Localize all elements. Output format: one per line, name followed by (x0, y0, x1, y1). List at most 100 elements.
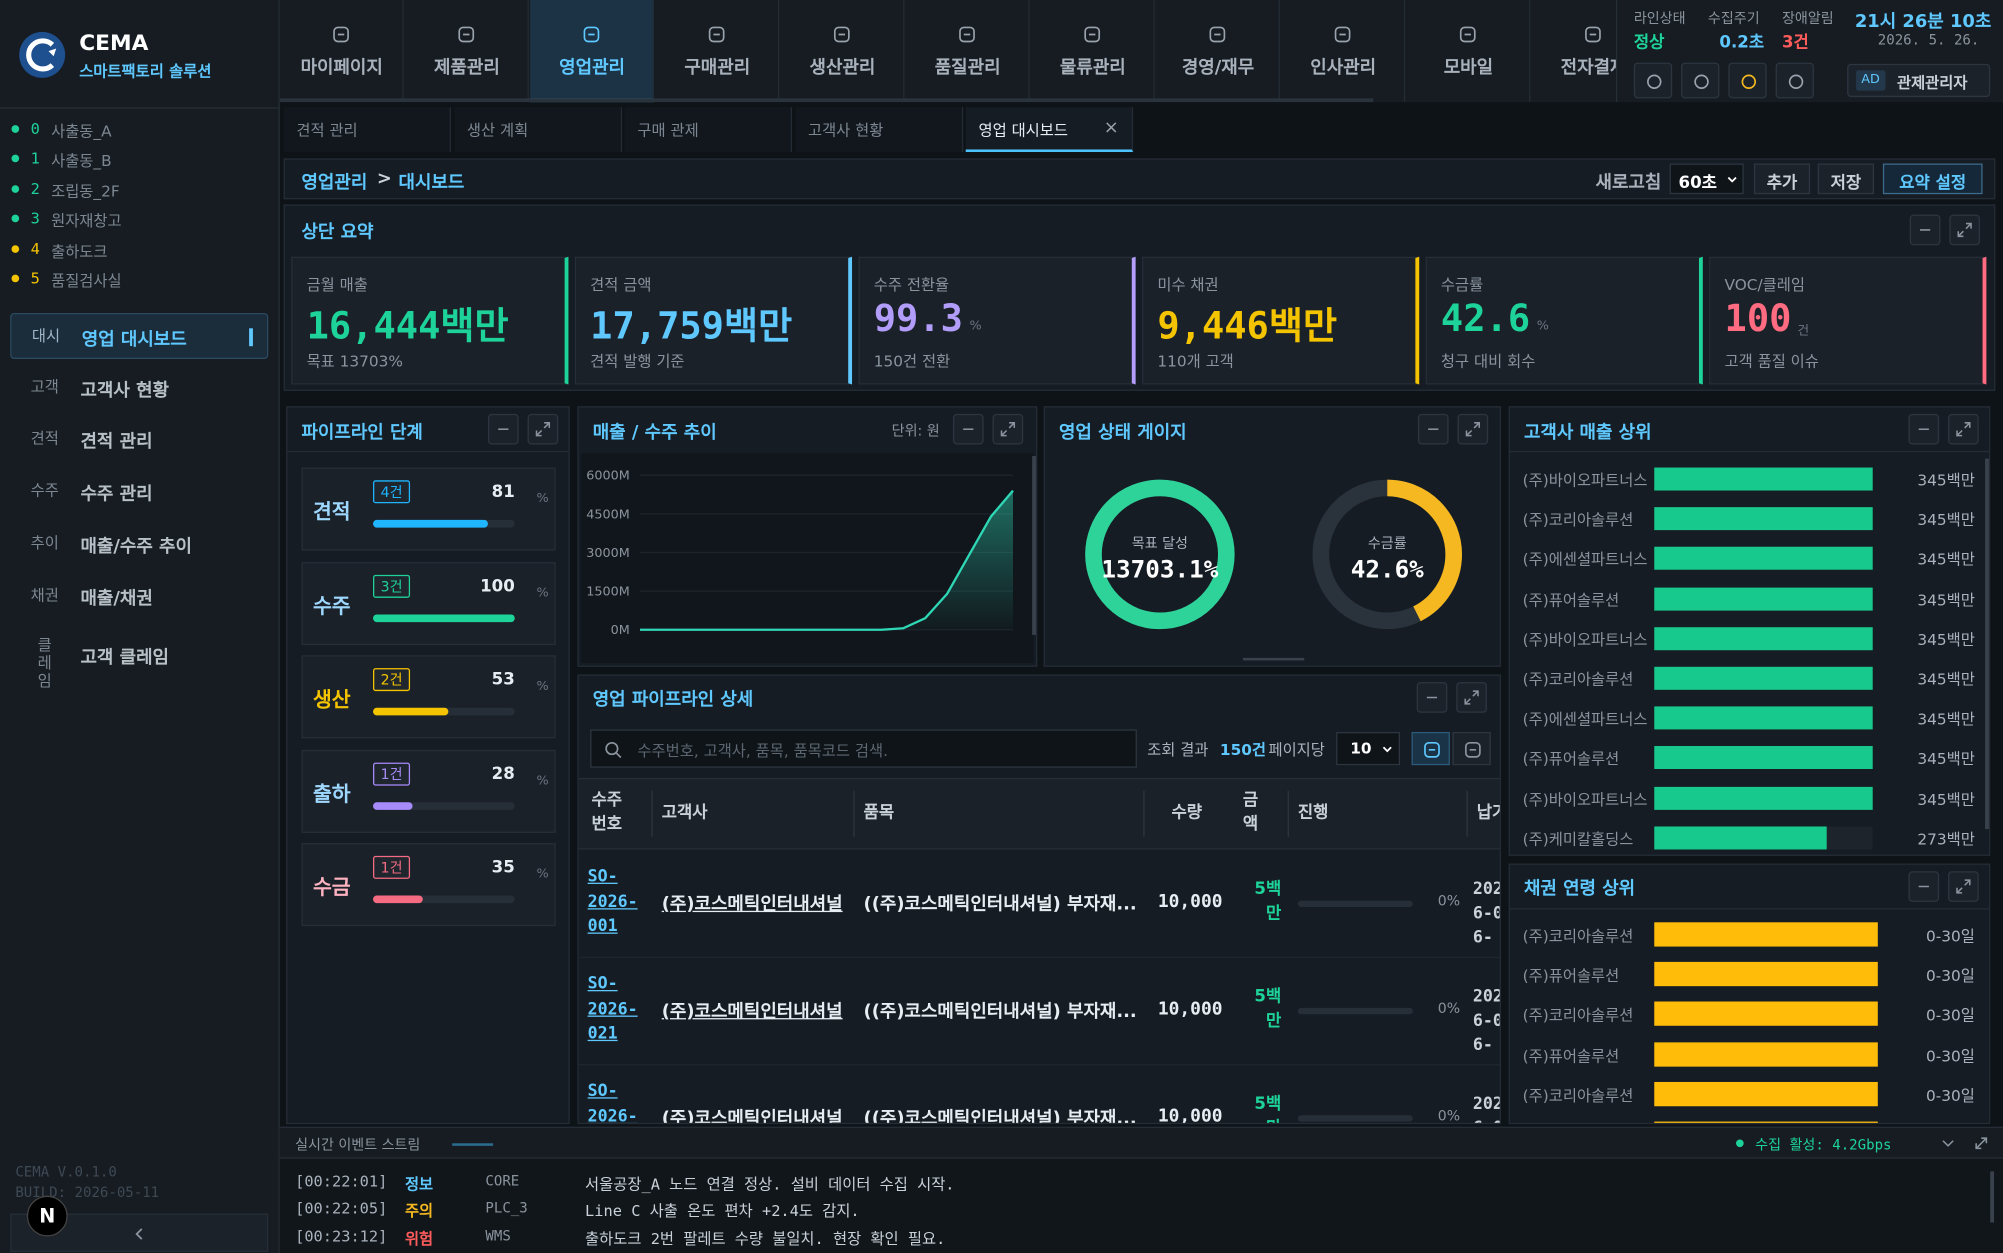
progress-bar (373, 801, 413, 810)
expand-button[interactable] (527, 413, 559, 445)
order-number[interactable]: SO-2026- (587, 1081, 638, 1125)
table-view-button[interactable] (1411, 731, 1450, 766)
column-header[interactable]: 금액 (1242, 790, 1259, 835)
minimize-button[interactable] (1908, 871, 1940, 902)
logout-button[interactable] (1775, 62, 1814, 99)
order-number[interactable]: SO-2026-001 (587, 867, 638, 937)
menu-tab[interactable]: 영업관리 (530, 0, 655, 103)
amount: 5백만 (1254, 987, 1282, 1031)
minimize-button[interactable] (1909, 214, 1941, 246)
menu-tab[interactable]: 모바일 (1406, 0, 1531, 103)
toolbar-button[interactable]: 추가 (1753, 163, 1811, 195)
menu-tab[interactable]: 인사관리 (1281, 0, 1406, 103)
y-tick-label: 4500M (586, 507, 630, 522)
nav-label: 고객사 현황 (80, 380, 169, 401)
nav-item[interactable]: 추이 매출/수주 추이 (10, 521, 268, 567)
customer[interactable]: (주)코스메틱인터내셔널 (661, 1001, 843, 1022)
alert-button[interactable] (1728, 62, 1767, 99)
theme-button[interactable] (1633, 62, 1673, 99)
button-label: 요약 설정 (1899, 173, 1967, 193)
table-header (578, 777, 1500, 850)
menu-tab[interactable]: 경영/재무 (1156, 0, 1280, 103)
page-tab[interactable]: 생산 계획 (454, 107, 622, 153)
customer[interactable]: (주)코스메틱인터내셔널 (661, 1108, 843, 1125)
column-header[interactable]: 고객사 (661, 803, 708, 823)
expand-button[interactable] (1457, 413, 1489, 445)
minimize-button[interactable] (1417, 413, 1449, 445)
menu-tab[interactable]: 품질관리 (906, 0, 1030, 103)
stage-card: 수금 1건 35% (301, 843, 556, 927)
column-header[interactable]: 납기 (1476, 803, 1500, 823)
graphic: 0M 1500M 3000M 4500M 6000M (586, 469, 1014, 638)
debtor-name: (주)코리아솔루션 (1522, 1007, 1634, 1025)
zone-dot (11, 155, 20, 163)
refresh-select[interactable]: 60초 (1669, 163, 1744, 195)
brand-subtitle: 스마트팩토리 솔루션 (79, 62, 212, 81)
page-tab[interactable]: 고객사 현황 (795, 107, 963, 153)
toolbar-button[interactable]: 요약 설정 (1882, 163, 1983, 195)
menu-tab[interactable]: 구매관리 (655, 0, 780, 103)
customer-name: (주)바이오파트너스 (1522, 630, 1648, 649)
menu-tab[interactable]: 물류관리 (1031, 0, 1155, 103)
search-button[interactable] (1681, 62, 1720, 99)
nav-item[interactable]: 채권 매출/채권 (10, 573, 268, 619)
page-tab[interactable]: 견적 관리 (283, 107, 451, 153)
column-header[interactable]: 진행 (1297, 803, 1329, 823)
column-header[interactable]: 수주번호 (591, 790, 623, 835)
expand-button[interactable] (1456, 682, 1487, 713)
customer[interactable]: (주)코스메틱인터내셔널 (661, 894, 843, 915)
menu-scrollbar (279, 98, 1374, 103)
menu-tab[interactable]: 전자결재 (1532, 0, 1616, 102)
panel-title: 채권 연령 상위 (1523, 878, 1636, 900)
event-time: [00:23:12] (295, 1227, 388, 1245)
menu-tab[interactable]: 제품관리 (405, 0, 529, 103)
event-time: [00:22:05] (295, 1199, 388, 1218)
toolbar-button[interactable]: 저장 (1817, 163, 1874, 195)
user-menu[interactable]: AD 관제관리자 (1847, 63, 1991, 98)
nav-label: 매출/수주 추이 (80, 536, 192, 557)
kpi-unit: 건 (1797, 324, 1810, 339)
customer-value: 345백만 (1917, 551, 1975, 569)
tab-close[interactable]: × (1103, 117, 1119, 138)
menu-tab[interactable]: 마이페이지 (280, 0, 404, 103)
sidebar: CEMA 스마트팩토리 솔루션 0 사출동_A 1 사출동_B 2 조립동_2F 3 원자재창고 4… (0, 0, 280, 1253)
minimize-button[interactable] (1416, 682, 1448, 713)
column-header[interactable]: 수량 (1171, 803, 1203, 823)
panel-title: 영업 파이프라인 상세 (592, 689, 754, 711)
column-header[interactable]: 품목 (863, 803, 895, 823)
event-level: 정보 (404, 1175, 434, 1194)
page-tab[interactable]: 영업 대시보드 × (965, 107, 1134, 153)
minimize-button[interactable] (1908, 413, 1940, 445)
expand-button[interactable] (992, 413, 1024, 445)
nav-item[interactable]: 수주 수주 관리 (10, 469, 268, 515)
kpi-value: 16,444백만 (306, 304, 509, 348)
expand-button[interactable] (1949, 214, 1981, 246)
bar (1654, 1121, 1878, 1123)
expand-button[interactable] (1948, 871, 1979, 902)
zone-name: 품질검사실 (51, 272, 122, 290)
graphic (1647, 74, 1662, 89)
dev-badge[interactable]: N (26, 1195, 68, 1237)
grid-view-button[interactable] (1452, 731, 1491, 766)
page-tab[interactable]: 구매 관제 (624, 107, 793, 153)
graphic (1209, 26, 1226, 43)
line (639, 489, 1014, 631)
nav-item[interactable]: 견적 견적 관리 (10, 417, 268, 463)
minimize-button[interactable] (487, 413, 519, 445)
pipeline-panel: 파이프라인 단계 견적 4건 81% 수주 3건 100% 생산 2건 53% 출하 1건 28% 수금 1… (286, 406, 570, 1125)
nav-item[interactable]: 대시 영업 대시보드 (10, 312, 269, 359)
search-input[interactable]: 수주번호, 고객사, 품목, 품목코드 검색. (590, 729, 1137, 768)
order-number[interactable]: SO-2026-021 (587, 974, 638, 1044)
menu-tab[interactable]: 생산관리 (781, 0, 905, 103)
icon (605, 741, 619, 756)
tab-label: 영업 대시보드 (978, 121, 1069, 140)
nav-item[interactable]: 클레임 고객 클레임 (10, 633, 268, 690)
menu-label: 품질관리 (934, 57, 1001, 78)
stage-unit: % (536, 491, 549, 506)
expand-button[interactable] (1948, 413, 1979, 445)
page-size-select[interactable]: 10 (1336, 731, 1401, 766)
stage-count: 2건 (373, 668, 411, 692)
minimize-button[interactable] (952, 413, 984, 445)
menu-label: 구매관리 (684, 57, 751, 78)
nav-item[interactable]: 고객 고객사 현황 (10, 365, 268, 411)
